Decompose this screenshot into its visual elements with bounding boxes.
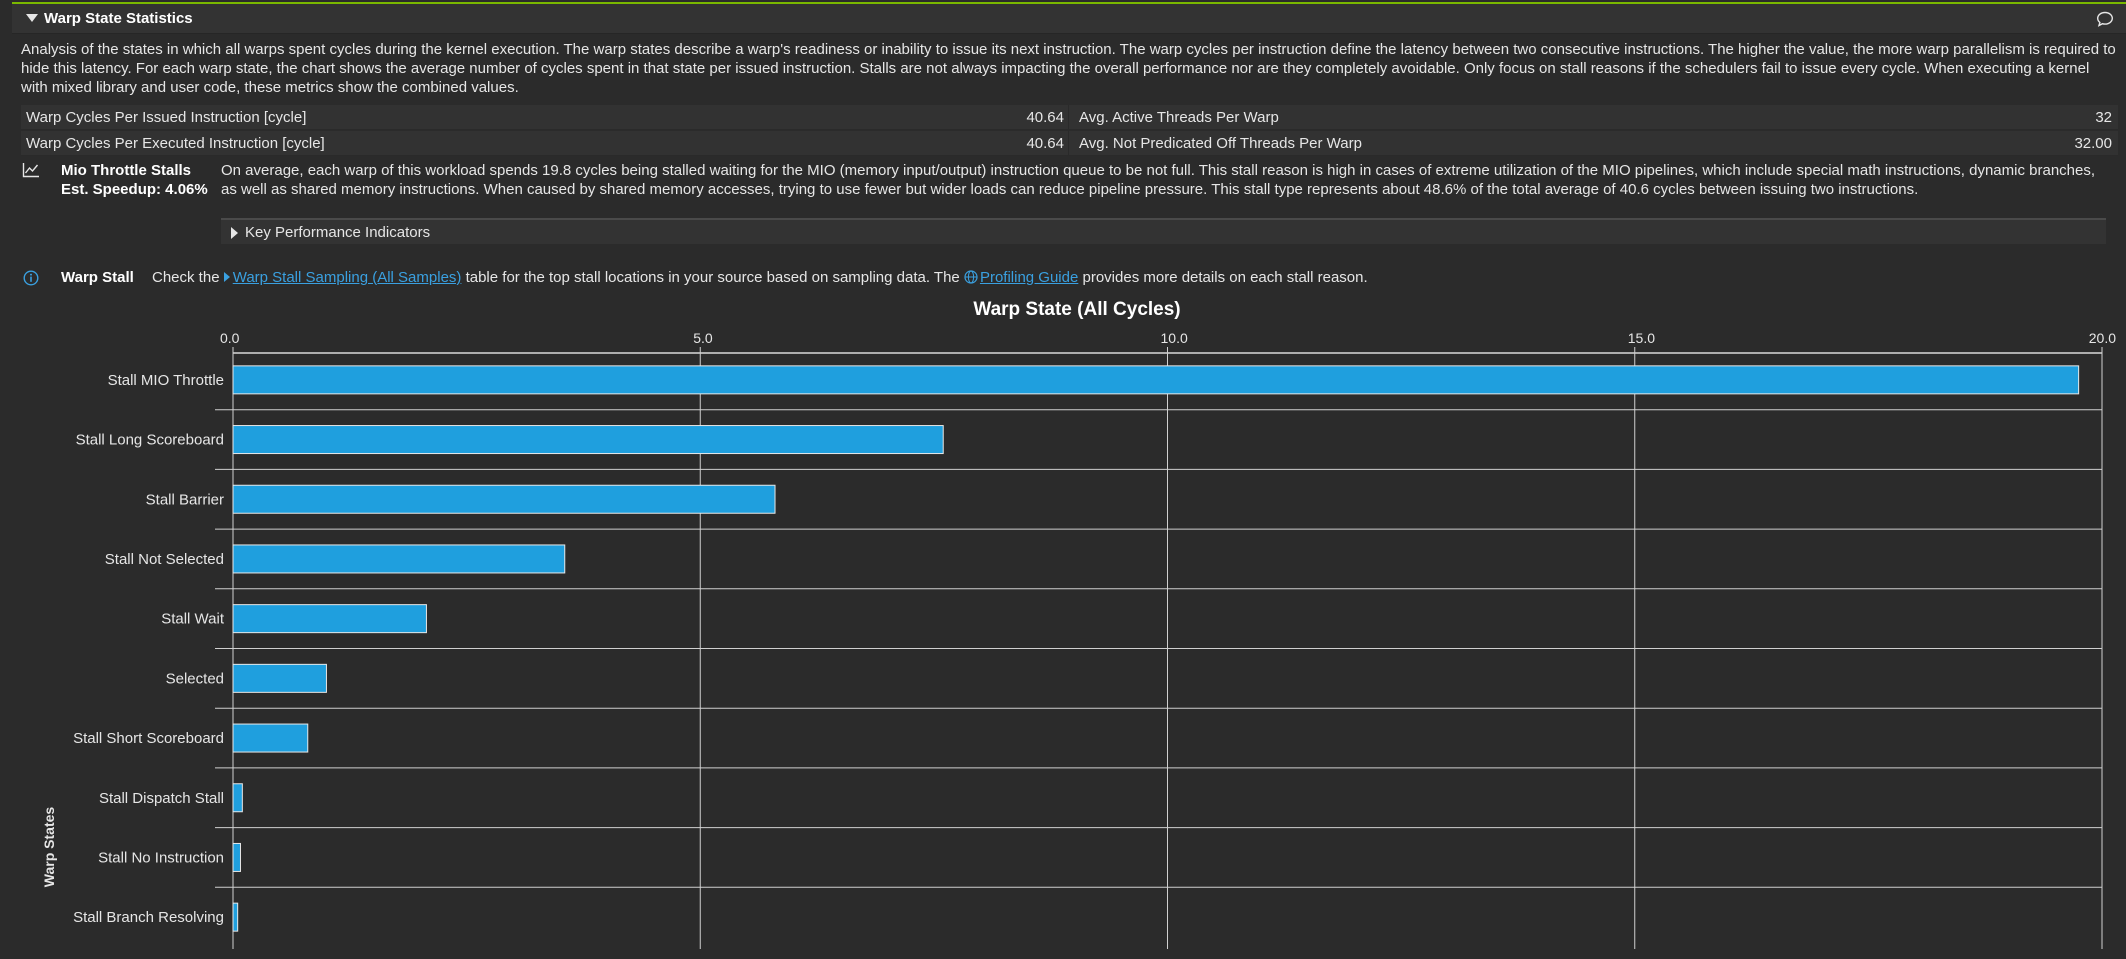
bar[interactable] (232, 842, 241, 872)
x-tick-label: 15.0 (1628, 330, 1655, 346)
section-description: Analysis of the states in which all warp… (21, 41, 2116, 96)
bar[interactable] (232, 902, 239, 932)
metric-name: Warp Cycles Per Executed Instruction [cy… (26, 135, 325, 152)
chevron-right-icon[interactable] (231, 227, 238, 239)
x-tick-label: 5.0 (693, 330, 713, 346)
category-label: Stall Wait (161, 611, 225, 628)
category-label: Stall Branch Resolving (73, 909, 224, 926)
column-divider (1068, 131, 1069, 155)
chart-ticks: 0.0 5.0 10.0 15.0 20.0 (220, 330, 2116, 346)
metrics-row: Warp Cycles Per Issued Instruction [cycl… (21, 105, 2118, 130)
metric-value: 32 (2095, 109, 2112, 126)
accent-line (12, 2, 2126, 4)
metric-value: 32.00 (2074, 135, 2112, 152)
rule-title: Mio Throttle Stalls (61, 162, 192, 179)
chart-categories: Stall MIO Throttle Stall Long Scoreboard S… (73, 372, 225, 926)
category-label: Selected (166, 670, 224, 687)
profiling-guide-link[interactable]: Profiling Guide (964, 269, 1078, 286)
warp-stall-sampling-link[interactable]: Warp Stall Sampling (All Samples) (223, 269, 462, 286)
bar[interactable] (232, 544, 566, 574)
metrics-table: Warp Cycles Per Issued Instruction [cycl… (21, 105, 2118, 157)
info-text-before: Check the (152, 269, 220, 286)
rule-description: On average, each warp of this workload s… (221, 162, 2096, 198)
metric-value: 40.64 (1026, 135, 1064, 152)
x-tick-label: 0.0 (220, 330, 240, 346)
category-label: Stall Short Scoreboard (73, 730, 224, 747)
bar[interactable] (232, 663, 327, 693)
rule-title-block: Mio Throttle Stalls Est. Speedup: 4.06% (61, 161, 208, 199)
section-title: Warp State Statistics (44, 10, 193, 27)
bar[interactable] (232, 365, 2080, 395)
x-tick-label: 20.0 (2089, 330, 2116, 346)
category-label: Stall No Instruction (98, 849, 224, 866)
kpi-expander[interactable]: Key Performance Indicators (221, 218, 2106, 244)
category-label: Stall Barrier (146, 491, 224, 508)
category-label: Stall Long Scoreboard (76, 432, 224, 449)
chart-grid (215, 347, 2103, 949)
y-axis-label: Warp States (41, 807, 57, 888)
x-tick-label: 10.0 (1161, 330, 1188, 346)
metric-name: Avg. Active Threads Per Warp (1079, 109, 1279, 126)
bar[interactable] (232, 604, 427, 634)
info-text: Check the Warp Stall Sampling (All Sampl… (152, 269, 1368, 286)
category-label: Stall Dispatch Stall (99, 790, 224, 807)
info-icon (23, 270, 39, 286)
category-label: Stall MIO Throttle (108, 372, 224, 389)
category-label: Stall Not Selected (105, 551, 224, 568)
info-title: Warp Stall (61, 269, 134, 286)
bar[interactable] (232, 723, 309, 753)
warp-state-chart: Warp State (All Cycles) 0.0 5.0 10.0 15.0 20… (41, 299, 2116, 949)
bar[interactable] (232, 425, 944, 455)
bar[interactable] (232, 484, 776, 514)
section-header[interactable]: Warp State Statistics (12, 4, 2126, 34)
info-text-after: provides more details on each stall reas… (1082, 269, 1368, 286)
bar[interactable] (232, 783, 243, 813)
link-label: Warp Stall Sampling (All Samples) (232, 269, 462, 286)
link-arrow-icon (223, 272, 230, 282)
metric-name: Warp Cycles Per Issued Instruction [cycl… (26, 109, 307, 126)
chevron-down-icon[interactable] (26, 14, 38, 22)
metrics-row: Warp Cycles Per Executed Instruction [cy… (21, 131, 2118, 156)
metric-value: 40.64 (1026, 109, 1064, 126)
globe-icon (964, 270, 978, 284)
metric-name: Avg. Not Predicated Off Threads Per Warp (1079, 135, 1362, 152)
kpi-label: Key Performance Indicators (245, 224, 431, 241)
info-text-middle: table for the top stall locations in you… (465, 269, 960, 286)
chart-title: Warp State (All Cycles) (973, 299, 1180, 320)
rule-speedup: Est. Speedup: 4.06% (61, 181, 208, 198)
column-divider (1068, 105, 1069, 129)
comment-icon[interactable] (2096, 11, 2114, 27)
line-chart-icon (22, 163, 39, 178)
link-label: Profiling Guide (979, 269, 1079, 286)
chart-bars (232, 365, 2080, 932)
